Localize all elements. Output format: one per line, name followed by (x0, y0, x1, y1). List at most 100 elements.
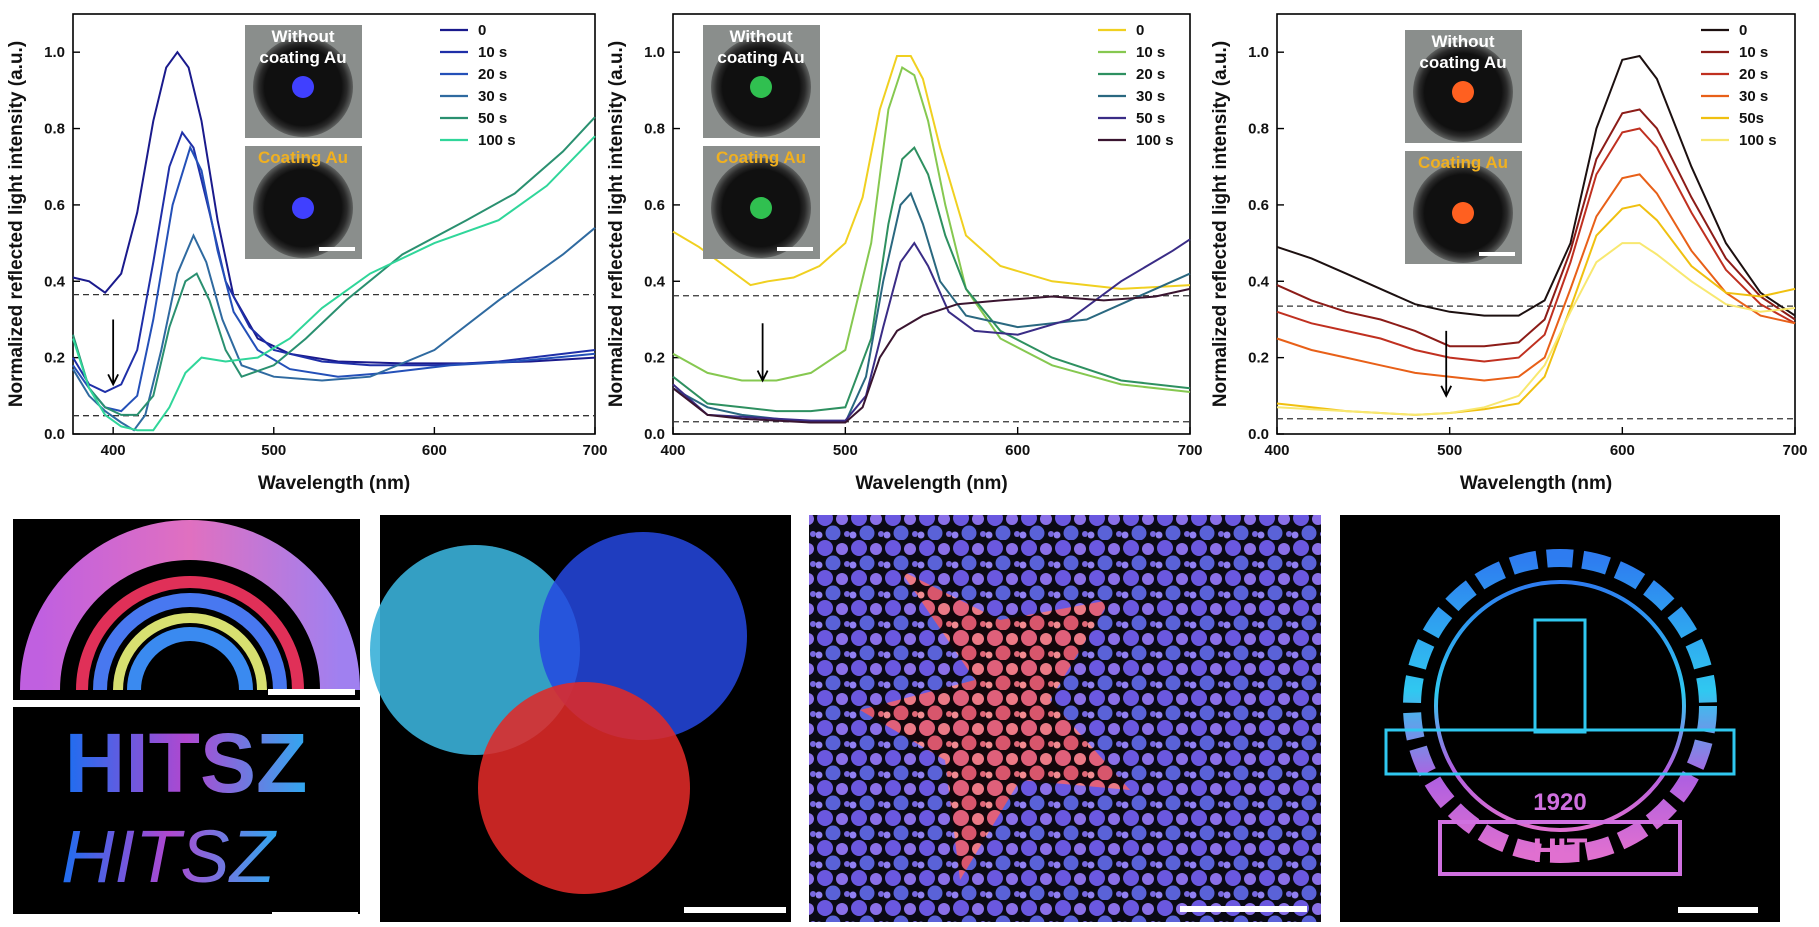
photo-dots-panel (809, 515, 1321, 922)
arrow-head (107, 373, 119, 387)
legend-label: 20 s (478, 66, 507, 83)
chart-panel: 400 500 600 700 0.0 0.2 0.4 0.6 0.8 1.0 Wavelength… (1210, 13, 1808, 494)
x-tick-label: 400 (101, 442, 126, 459)
legend-label: 100 s (478, 132, 516, 149)
y-axis-title: Normalized reflected light intensity (a.… (1210, 41, 1231, 407)
y-tick-label: 0.0 (644, 426, 665, 443)
series-line (1276, 54, 1796, 317)
emblem-ring (1434, 580, 1686, 832)
inset-color-dot (292, 76, 314, 98)
y-tick-label: 0.6 (644, 197, 665, 214)
photo-hitsz-panel: HITSZ HITSZ (13, 707, 360, 918)
emblem-base (1438, 820, 1682, 876)
inset-caption: Coating Au (1418, 153, 1508, 172)
inset-color-dot (750, 76, 772, 98)
x-tick-label: 700 (1782, 442, 1807, 459)
inset-caption: Coating Au (258, 148, 348, 167)
x-tick-label: 500 (261, 442, 286, 459)
x-tick-label: 600 (1610, 442, 1635, 459)
x-axis-title: Wavelength (nm) (855, 473, 1007, 494)
y-tick-label: 1.0 (644, 44, 665, 61)
series-line (1276, 127, 1796, 363)
inset-caption: Without (729, 27, 792, 46)
inset-color-dot (292, 197, 314, 219)
scale-bar (1678, 907, 1758, 913)
series-line (1276, 173, 1796, 382)
y-tick-label: 0.6 (1248, 197, 1269, 214)
x-tick-label: 400 (660, 442, 685, 459)
series-line (672, 238, 1191, 422)
emblem-building (1384, 728, 1736, 776)
inset-color-dot (1452, 81, 1474, 103)
scale-bar (319, 247, 355, 251)
x-tick-label: 500 (1437, 442, 1462, 459)
y-tick-label: 0.2 (44, 350, 65, 367)
emblem-year: 1920 (1533, 789, 1586, 816)
series-line (1276, 242, 1796, 416)
x-tick-label: 400 (1264, 442, 1289, 459)
y-tick-label: 0.4 (44, 273, 66, 290)
y-axis-title: Normalized reflected light intensity (a.… (6, 41, 27, 407)
photo-rainbow-panel (13, 519, 360, 700)
legend-label: 0 (478, 22, 486, 39)
x-tick-label: 600 (422, 442, 447, 459)
x-axis-title: Wavelength (nm) (1460, 473, 1612, 494)
series-line (72, 144, 596, 413)
rainbow-inner-arc (127, 627, 253, 691)
legend-label: 100 s (1136, 132, 1174, 149)
series-line (672, 55, 1191, 290)
series-line (672, 145, 1191, 413)
series-line (672, 65, 1191, 393)
rainbow-blue-arc (93, 593, 287, 691)
legend-label: 50 s (1136, 110, 1165, 127)
red-star-pattern (860, 570, 1130, 880)
y-tick-label: 0.2 (644, 350, 665, 367)
legend-label: 30 s (1739, 88, 1768, 105)
series-line (1276, 203, 1796, 416)
emblem-letters: HIT (1533, 832, 1588, 870)
chart-panel: 400 500 600 700 0.0 0.2 0.4 0.6 0.8 1.0 Wavelength… (6, 13, 608, 494)
scale-bar (684, 907, 786, 913)
x-axis-title: Wavelength (nm) (258, 473, 410, 494)
photo-circles-panel (370, 515, 791, 922)
scale-bar (777, 247, 813, 251)
legend-label: 0 (1136, 22, 1144, 39)
inset-caption: coating Au (1419, 53, 1506, 72)
inset-caption: coating Au (259, 48, 346, 67)
y-tick-label: 0.2 (1248, 350, 1269, 367)
series-line (72, 116, 596, 416)
y-tick-label: 0.6 (44, 197, 65, 214)
inset-color-dot (750, 197, 772, 219)
x-tick-label: 500 (833, 442, 858, 459)
legend-label: 50 s (478, 110, 507, 127)
legend-label: 0 (1739, 22, 1747, 39)
x-tick-label: 600 (1005, 442, 1030, 459)
plot-frame (672, 13, 1191, 435)
red-circle (478, 682, 690, 894)
y-tick-label: 1.0 (1248, 44, 1269, 61)
rainbow-red-arc (76, 576, 304, 691)
series-line (72, 135, 596, 432)
emblem-gear (1403, 549, 1717, 863)
rainbow-outer-arc (20, 520, 360, 691)
y-tick-label: 0.8 (44, 121, 65, 138)
y-tick-label: 0.8 (644, 121, 665, 138)
series-line (672, 287, 1191, 424)
series-line (72, 227, 596, 432)
scale-bar (272, 912, 358, 918)
inset-color-dot (1452, 202, 1474, 224)
legend-label: 20 s (1136, 66, 1165, 83)
plot-frame (72, 13, 596, 435)
legend-label: 100 s (1739, 132, 1777, 149)
y-tick-label: 0.8 (1248, 121, 1269, 138)
y-tick-label: 0.0 (44, 426, 65, 443)
hitsz-printed-text: HITSZ (65, 716, 308, 810)
hitsz-handwritten-text: HITSZ (61, 815, 278, 898)
inset-caption: Coating Au (716, 148, 806, 167)
legend-label: 20 s (1739, 66, 1768, 83)
x-tick-label: 700 (582, 442, 607, 459)
legend-label: 50s (1739, 110, 1764, 127)
y-tick-label: 0.4 (1248, 273, 1270, 290)
